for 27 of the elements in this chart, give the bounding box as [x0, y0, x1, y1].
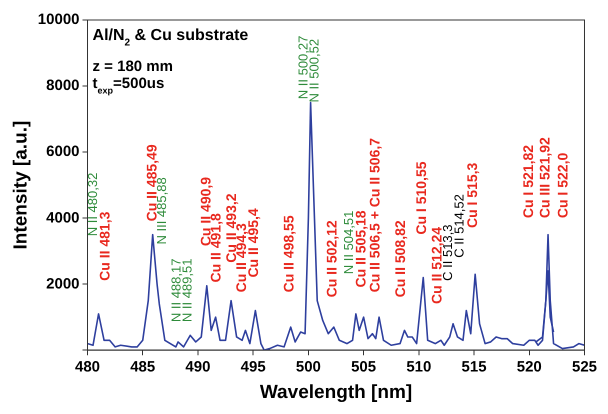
annotation: Cu II 506,5 + Cu II 506,7: [366, 138, 383, 292]
x-tick-label: 510: [406, 358, 432, 376]
x-tick-label: 505: [351, 358, 376, 376]
y-tick-label: 8000: [46, 77, 80, 94]
annotation: Cu I 515,3: [464, 162, 480, 228]
y-tick-label: 6000: [46, 143, 80, 160]
x-tick-label: 500: [296, 358, 321, 376]
x-tick-label: 485: [130, 358, 156, 376]
y-axis-title: Intensity [a.u.]: [10, 120, 32, 250]
annotation: z = 180 mm: [92, 58, 173, 75]
x-axis-title: Wavelength [nm]: [260, 382, 412, 403]
annotation: Cu III 521,92: [536, 136, 553, 218]
annotation: Cu II 508,82: [392, 220, 408, 298]
x-tick-label: 495: [240, 358, 266, 376]
y-tick-label: 2000: [46, 275, 80, 292]
annotation: Cu II 498,55: [280, 215, 296, 292]
x-tick-label: 480: [74, 358, 100, 376]
y-tick-label: 10000: [38, 11, 80, 28]
y-tick-label: 4000: [46, 209, 80, 226]
x-tick-label: 515: [462, 358, 487, 376]
annotation: Cu II 502,12: [324, 220, 340, 298]
x-tick-label: 490: [185, 358, 210, 376]
annotation: Cu I 521,82: [520, 144, 536, 218]
annotation: Cu I 510,55: [413, 161, 429, 235]
x-tick-label: 525: [572, 358, 597, 376]
x-tick-label: 520: [516, 358, 542, 376]
annotation: Cu I 522,0: [554, 152, 570, 218]
